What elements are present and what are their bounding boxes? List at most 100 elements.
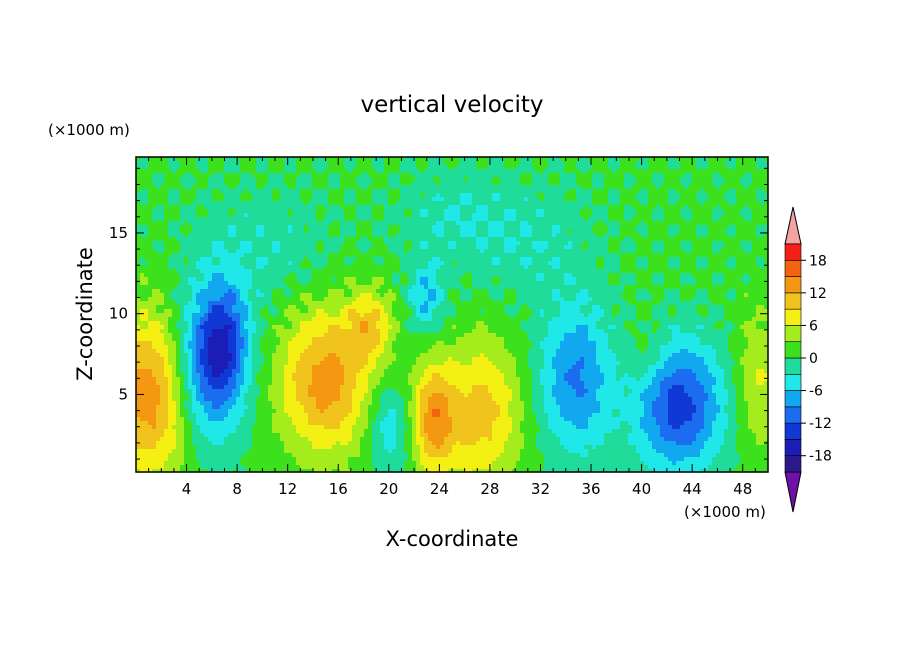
contour-cell bbox=[604, 189, 609, 194]
contour-cell bbox=[220, 161, 225, 166]
contour-cell bbox=[716, 205, 721, 210]
contour-cell bbox=[580, 181, 585, 186]
contour-cell bbox=[136, 161, 141, 166]
contour-cell bbox=[724, 185, 729, 190]
contour-cell bbox=[536, 205, 541, 210]
contour-cell bbox=[496, 181, 501, 186]
contour-cell bbox=[176, 177, 181, 182]
contour-cell bbox=[320, 185, 325, 190]
contour-cell bbox=[672, 193, 677, 198]
contour-cell bbox=[660, 261, 665, 266]
contour-cell bbox=[280, 169, 285, 174]
contour-cell bbox=[316, 237, 321, 242]
contour-cell bbox=[172, 169, 177, 174]
contour-cell bbox=[680, 193, 685, 198]
contour-cell bbox=[740, 177, 745, 182]
contour-cell bbox=[628, 245, 633, 250]
contour-cell bbox=[344, 233, 349, 238]
contour-cell bbox=[384, 237, 389, 242]
contour-cell bbox=[324, 233, 329, 238]
contour-cell bbox=[436, 177, 441, 182]
contour-cell bbox=[156, 197, 161, 202]
contour-cell bbox=[644, 165, 649, 170]
contour-cell bbox=[756, 261, 761, 266]
contour-cell bbox=[228, 221, 233, 226]
contour-cell bbox=[392, 213, 397, 218]
contour-cell bbox=[640, 233, 645, 238]
contour-cell bbox=[268, 185, 273, 190]
contour-cell bbox=[492, 273, 497, 278]
contour-cell bbox=[320, 245, 325, 250]
contour-cell bbox=[596, 233, 601, 238]
contour-cell bbox=[384, 197, 389, 202]
contour-cell bbox=[176, 237, 181, 242]
contour-cell bbox=[340, 257, 345, 262]
contour-cell bbox=[364, 161, 369, 166]
contour-cell bbox=[276, 277, 281, 282]
contour-cell bbox=[424, 181, 429, 186]
contour-cell bbox=[192, 269, 197, 274]
contour-cell bbox=[520, 245, 525, 250]
contour-cell bbox=[300, 229, 305, 234]
contour-cell bbox=[736, 197, 741, 202]
contour-cell bbox=[272, 197, 277, 202]
contour-cell bbox=[712, 277, 717, 282]
contour-cell bbox=[308, 193, 313, 198]
contour-cell bbox=[368, 237, 373, 242]
contour-cell bbox=[288, 193, 293, 198]
contour-cell bbox=[236, 269, 241, 274]
contour-cell bbox=[752, 209, 757, 214]
contour-cell bbox=[172, 201, 177, 206]
contour-cell bbox=[404, 281, 409, 286]
contour-cell bbox=[540, 193, 545, 198]
contour-cell bbox=[728, 189, 733, 194]
contour-cell bbox=[700, 269, 705, 274]
contour-cell bbox=[352, 189, 357, 194]
contour-cell bbox=[220, 205, 225, 210]
contour-cell bbox=[316, 269, 321, 274]
contour-cell bbox=[364, 281, 369, 286]
contour-cell bbox=[484, 209, 489, 214]
contour-cell bbox=[308, 281, 313, 286]
contour-cell bbox=[744, 213, 749, 218]
contour-cell bbox=[428, 245, 433, 250]
contour-cell bbox=[316, 233, 321, 238]
contour-cell bbox=[372, 157, 377, 162]
contour-cell bbox=[556, 269, 561, 274]
contour-cell bbox=[380, 189, 385, 194]
contour-cell bbox=[756, 237, 761, 242]
contour-cell bbox=[396, 281, 401, 286]
contour-cell bbox=[632, 213, 637, 218]
contour-cell bbox=[220, 165, 225, 170]
contour-cell bbox=[256, 193, 261, 198]
contour-cell bbox=[456, 261, 461, 266]
contour-cell bbox=[384, 273, 389, 278]
contour-cell bbox=[692, 229, 697, 234]
contour-cell bbox=[572, 213, 577, 218]
contour-cell bbox=[628, 173, 633, 178]
contour-cell bbox=[168, 277, 173, 282]
contour-cell bbox=[224, 237, 229, 242]
contour-cell bbox=[504, 161, 509, 166]
contour-cell bbox=[320, 225, 325, 230]
contour-cell bbox=[564, 225, 569, 230]
contour-cell bbox=[172, 245, 177, 250]
contour-cell bbox=[240, 277, 245, 282]
contour-cell bbox=[332, 269, 337, 274]
contour-cell bbox=[520, 233, 525, 238]
contour-cell bbox=[756, 181, 761, 186]
contour-cell bbox=[744, 193, 749, 198]
contour-cell bbox=[196, 253, 201, 258]
contour-cell bbox=[572, 181, 577, 186]
contour-cell bbox=[456, 281, 461, 286]
contour-cell bbox=[348, 249, 353, 254]
contour-cell bbox=[544, 197, 549, 202]
contour-cell bbox=[604, 237, 609, 242]
contour-cell bbox=[596, 225, 601, 230]
contour-cell bbox=[300, 253, 305, 258]
contour-cell bbox=[672, 261, 677, 266]
contour-cell bbox=[472, 269, 477, 274]
contour-cell bbox=[556, 173, 561, 178]
contour-cell bbox=[708, 233, 713, 238]
contour-cell bbox=[392, 233, 397, 238]
